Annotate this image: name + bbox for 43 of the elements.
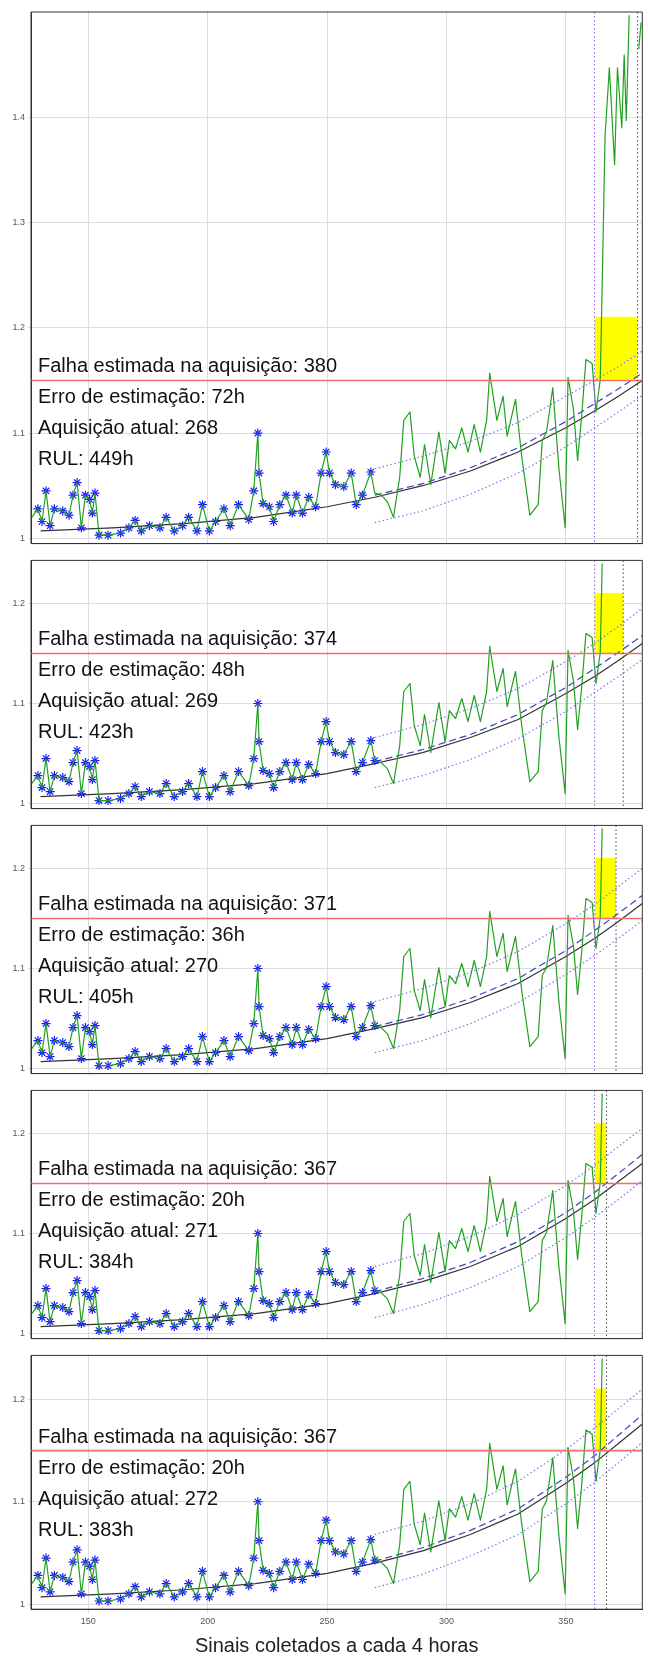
annotation: Aquisição atual: 269 <box>38 689 219 712</box>
y-tick-label: 1.1 <box>12 427 25 438</box>
y-tick-label: 1.4 <box>12 111 25 122</box>
annotation: Erro de estimação: 20h <box>38 1455 245 1478</box>
annotation: Falha estimada na aquisição: 367 <box>38 1157 338 1180</box>
annotation: Aquisição atual: 270 <box>38 954 219 977</box>
annotation: Falha estimada na aquisição: 367 <box>38 1424 338 1447</box>
y-tick-label: 1.1 <box>12 1228 25 1238</box>
annotation: Erro de estimação: 48h <box>38 658 245 681</box>
annotation: RUL: 449h <box>38 447 134 470</box>
annotation: RUL: 405h <box>38 985 134 1008</box>
annotation: Aquisição atual: 268 <box>38 416 219 439</box>
y-tick-label: 1.2 <box>12 597 25 608</box>
y-tick-label: 1.2 <box>12 1393 25 1404</box>
x-tick-label: 200 <box>200 1616 216 1627</box>
annotation: RUL: 383h <box>38 1517 134 1540</box>
annotation: Erro de estimação: 36h <box>38 923 245 946</box>
x-axis-title: Sinais coletados a cada 4 horas <box>194 1633 479 1656</box>
y-tick-label: 1.2 <box>12 1127 25 1138</box>
y-tick-label: 1 <box>19 1063 25 1074</box>
annotation: Falha estimada na aquisição: 380 <box>38 354 338 377</box>
y-tick-label: 1.2 <box>12 322 25 333</box>
y-tick-label: 1.1 <box>12 1496 25 1507</box>
y-tick-label: 1 <box>19 1328 25 1339</box>
annotation: Falha estimada na aquisição: 374 <box>38 627 338 650</box>
annotation: Aquisição atual: 271 <box>38 1219 219 1242</box>
annotation: Aquisição atual: 272 <box>38 1486 219 1509</box>
x-tick-label: 250 <box>319 1616 335 1627</box>
x-tick-label: 150 <box>80 1616 96 1627</box>
y-tick-label: 1.1 <box>12 963 25 973</box>
annotation: Erro de estimação: 20h <box>38 1188 245 1211</box>
y-tick-label: 1 <box>19 798 25 809</box>
annotation: Falha estimada na aquisição: 371 <box>38 892 338 915</box>
y-tick-label: 1 <box>19 532 25 543</box>
annotation: RUL: 384h <box>38 1250 134 1273</box>
y-tick-label: 1.2 <box>12 862 25 873</box>
x-tick-label: 300 <box>438 1616 455 1627</box>
annotation: Erro de estimação: 72h <box>38 385 245 408</box>
y-tick-label: 1.3 <box>12 217 25 228</box>
x-tick-label: 350 <box>558 1616 574 1627</box>
annotation: RUL: 423h <box>38 720 134 743</box>
y-tick-label: 1.1 <box>12 698 25 708</box>
y-tick-label: 1 <box>19 1598 25 1609</box>
